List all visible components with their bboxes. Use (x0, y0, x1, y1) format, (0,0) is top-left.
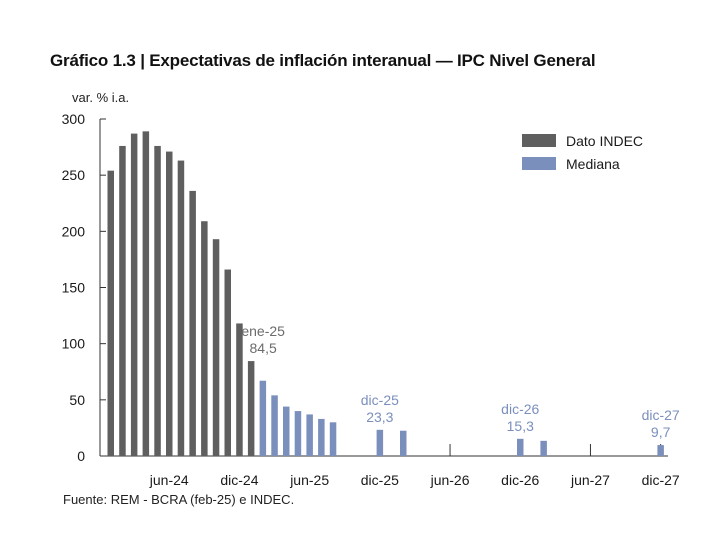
y-tick-label: 50 (69, 392, 85, 408)
x-tick-label: jun-25 (289, 472, 329, 488)
bar-dato-indec (177, 160, 185, 456)
bar-dato-indec (130, 133, 138, 456)
bar-mediana (259, 380, 267, 456)
bar-mediana (318, 418, 325, 456)
legend-label: Dato INDEC (566, 133, 643, 149)
y-tick-label: 0 (77, 448, 85, 464)
bar-dato-indec (201, 221, 208, 456)
annotation-value: 15,3 (507, 418, 534, 434)
x-tick-label: jun-26 (430, 472, 470, 488)
annotation-value: 84,5 (250, 340, 277, 356)
y-tick-label: 150 (62, 280, 86, 296)
chart-legend: Dato INDEC Mediana (522, 133, 643, 172)
x-tick-label: dic-25 (361, 472, 399, 488)
x-tick-label: dic-27 (642, 472, 680, 488)
annotation-value: 9,7 (651, 424, 671, 440)
chart-title: Gráfico 1.3 | Expectativas de inflación … (50, 51, 596, 70)
bar-mediana (517, 438, 524, 456)
chart-bars (107, 131, 664, 457)
bar-mediana (329, 422, 337, 456)
legend-swatch (522, 134, 556, 147)
bar-dato-indec (154, 145, 161, 456)
bar-dato-indec (189, 190, 196, 457)
bar-mediana (376, 429, 384, 456)
annotation-label: ene-25 (241, 323, 285, 339)
bar-dato-indec (166, 151, 173, 456)
bar-mediana (283, 406, 290, 456)
y-axis-unit-label: var. % i.a. (72, 90, 130, 105)
y-tick-label: 300 (62, 111, 86, 127)
bar-mediana (271, 395, 278, 456)
bar-mediana (294, 411, 302, 456)
bar-mediana (400, 430, 407, 456)
bar-dato-indec (212, 239, 220, 456)
bar-dato-indec (224, 269, 231, 456)
bar-dato-indec (107, 170, 114, 456)
x-tick-label: dic-26 (501, 472, 539, 488)
y-tick-label: 100 (62, 336, 86, 352)
bar-mediana (657, 445, 664, 456)
annotation-label: dic-26 (501, 401, 539, 417)
annotation-value: 23,3 (366, 409, 393, 425)
y-tick-label: 200 (62, 223, 86, 239)
annotation-label: dic-27 (642, 407, 680, 423)
bar-dato-indec (119, 145, 126, 456)
x-tick-label: dic-24 (220, 472, 258, 488)
bar-dato-indec (247, 361, 255, 456)
bar-dato-indec (142, 131, 150, 456)
y-tick-label: 250 (62, 167, 86, 183)
bar-mediana (540, 440, 547, 456)
annotation-label: dic-25 (361, 392, 399, 408)
legend-label: Mediana (566, 156, 620, 172)
bar-dato-indec (236, 323, 243, 456)
legend-swatch (522, 157, 556, 170)
x-tick-label: jun-24 (149, 472, 189, 488)
x-tick-label: jun-27 (570, 472, 610, 488)
source-note: Fuente: REM - BCRA (feb-25) e INDEC. (63, 492, 295, 507)
bar-mediana (306, 414, 313, 456)
